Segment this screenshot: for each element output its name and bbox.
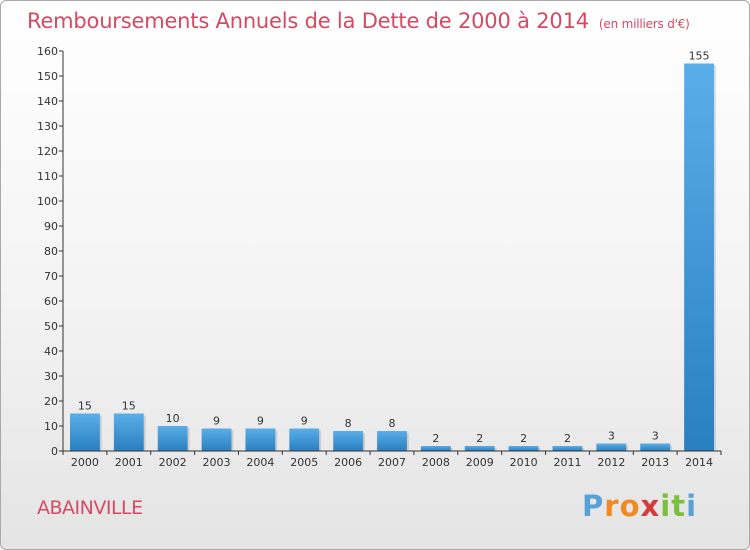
x-tick-label: 2003 <box>203 456 231 469</box>
x-tick-label: 2009 <box>466 456 494 469</box>
x-tick-label: 2013 <box>641 456 669 469</box>
x-tick-label: 2010 <box>510 456 538 469</box>
bar <box>245 428 276 451</box>
bar-value-label: 15 <box>122 400 136 413</box>
chart-title-text: Remboursements Annuels de la Dette de 20… <box>27 9 589 33</box>
bar-value-label: 2 <box>520 432 527 445</box>
x-tick-label: 2000 <box>71 456 99 469</box>
bar-value-label: 9 <box>213 415 220 428</box>
y-tick-label: 90 <box>44 220 58 233</box>
bar <box>420 446 451 451</box>
y-tick-label: 10 <box>44 420 58 433</box>
x-tick-label: 2002 <box>159 456 187 469</box>
bar <box>464 446 495 451</box>
commune-name: ABAINVILLE <box>37 497 143 519</box>
y-tick-label: 80 <box>44 245 58 258</box>
bar-value-label: 2 <box>564 432 571 445</box>
proxiti-logo: Proxiti <box>582 489 697 523</box>
bar-value-label: 3 <box>608 430 615 443</box>
x-tick-label: 2005 <box>290 456 318 469</box>
bar-value-label: 15 <box>78 400 92 413</box>
x-tick-label: 2006 <box>334 456 362 469</box>
y-tick-label: 110 <box>37 170 58 183</box>
x-tick-label: 2014 <box>685 456 713 469</box>
bars: 15 15 10 9 9 9 8 8 2 2 2 2 3 3 155 <box>70 50 716 451</box>
y-tick-label: 130 <box>37 120 58 133</box>
y-tick-label: 150 <box>37 70 58 83</box>
logo-letter: i <box>660 489 672 523</box>
y-tick-label: 0 <box>51 445 58 458</box>
bar <box>552 446 583 451</box>
y-tick-label: 70 <box>44 270 58 283</box>
bar <box>684 63 714 451</box>
y-tick-label: 30 <box>44 370 58 383</box>
bar-value-label: 9 <box>257 415 264 428</box>
logo-letter: o <box>619 489 641 523</box>
bar <box>377 431 407 451</box>
x-tick-label: 2004 <box>246 456 274 469</box>
y-tick-label: 20 <box>44 395 58 408</box>
x-tick-label: 2001 <box>115 456 143 469</box>
x-tick-label: 2007 <box>378 456 406 469</box>
bar-value-label: 9 <box>301 415 308 428</box>
logo-letter: P <box>582 489 605 523</box>
y-tick-label: 120 <box>37 145 58 158</box>
logo-letter: t <box>671 489 687 523</box>
bar <box>596 443 627 451</box>
x-axis: 2000 2001 2002 2003 2004 2005 2006 2007 2008 2009… <box>62 450 722 469</box>
logo-letter: x <box>640 489 661 523</box>
bar <box>70 413 100 451</box>
y-tick-label: 160 <box>37 45 58 58</box>
bar <box>640 443 671 451</box>
x-tick-label: 2012 <box>597 456 625 469</box>
bar <box>508 446 539 451</box>
bar-value-label: 8 <box>345 417 352 430</box>
bar <box>289 428 320 451</box>
x-tick-label: 2008 <box>422 456 450 469</box>
y-tick-label: 60 <box>44 295 58 308</box>
bar-value-label: 8 <box>389 417 396 430</box>
chart-subtitle: (en milliers d'€) <box>598 17 690 31</box>
bar <box>333 431 364 451</box>
bar <box>157 426 188 451</box>
chart-title: Remboursements Annuels de la Dette de 20… <box>27 9 690 33</box>
y-tick-label: 50 <box>44 320 58 333</box>
x-tick-label: 2011 <box>553 456 581 469</box>
bar <box>201 428 232 451</box>
bar-value-label: 2 <box>432 432 439 445</box>
bar-value-label: 2 <box>476 432 483 445</box>
y-axis: 0 10 20 30 40 50 60 70 80 90 100 110 120 130 140 150 160 <box>37 45 64 458</box>
bar-value-label: 155 <box>689 50 710 63</box>
bar <box>113 413 144 451</box>
bar-value-label: 10 <box>166 412 180 425</box>
y-tick-label: 140 <box>37 95 58 108</box>
logo-letter: r <box>604 489 620 523</box>
y-tick-label: 40 <box>44 345 58 358</box>
logo-letter: i <box>686 489 698 523</box>
bar-value-label: 3 <box>652 430 659 443</box>
y-tick-label: 100 <box>37 195 58 208</box>
